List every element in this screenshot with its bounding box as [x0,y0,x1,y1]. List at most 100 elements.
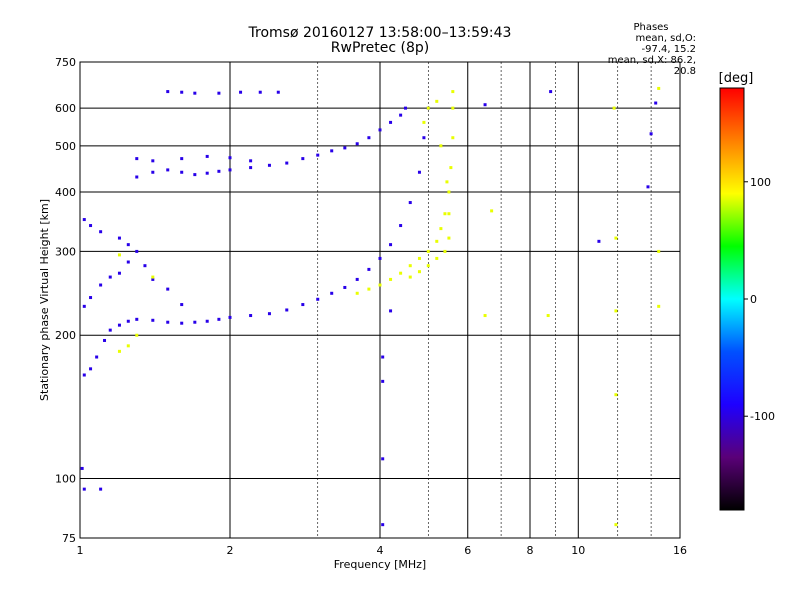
x-mode-point [426,264,430,268]
x-mode-point [367,287,371,291]
o-mode-point [355,277,359,281]
o-mode-point [267,312,271,316]
o-mode-point [180,303,184,307]
o-mode-point [82,487,86,491]
o-mode-point [82,304,86,308]
o-mode-point [549,90,553,94]
x-mode-point [408,264,412,268]
o-mode-point [95,355,99,359]
phases-x-mode: mean, sd,X: 86.2, 20.8 [607,55,696,77]
x-axis-ticks: 1 2 4 6 8 10 16 [77,544,688,557]
o-mode-point [381,457,385,461]
x-mode-point [117,253,121,257]
x-mode-point [657,86,661,90]
o-mode-point [249,314,253,318]
colorbar-label: [deg] [719,71,754,86]
o-mode-point [422,136,426,140]
o-mode-point [108,275,112,279]
o-mode-point [166,320,170,324]
x-mode-point [399,271,403,275]
x-mode-point [657,304,661,308]
x-tick-label: 10 [571,544,585,557]
o-mode-point [205,154,209,158]
x-mode-point [451,90,455,94]
x-mode-point [445,180,449,184]
o-mode-point [367,136,371,140]
phases-o-mode: mean, sd,O: -97.4, 15.2 [635,33,696,55]
o-mode-point [143,264,147,268]
x-mode-point [447,190,451,194]
o-mode-point [399,113,403,117]
o-mode-point [99,230,103,234]
x-mode-point [426,106,430,110]
o-mode-point [381,379,385,383]
o-mode-point [180,170,184,174]
o-mode-point [151,170,155,174]
o-mode-point [117,323,121,327]
o-mode-point [239,90,243,94]
o-mode-point [597,239,601,243]
x-mode-point [443,212,447,216]
x-mode-point [447,212,451,216]
o-mode-point [343,285,347,289]
o-mode-point [82,218,86,222]
o-mode-point [249,166,253,170]
x-mode-point [614,523,618,527]
o-mode-point [403,106,407,110]
o-mode-point [249,159,253,163]
title-line-2: RwPretec (8p) [330,40,430,56]
o-mode-point [228,315,232,319]
plot-frame [79,61,681,539]
o-mode-point [276,90,280,94]
o-mode-point [285,161,289,165]
o-mode-point [330,291,334,295]
o-mode-point [389,120,393,124]
x-mode-point [435,99,439,103]
x-mode-point [378,283,382,287]
o-mode-point [649,132,653,136]
x-mode-point [443,249,447,253]
x-mode-point [483,314,487,318]
o-mode-point [117,236,121,240]
x-mode-point [439,144,443,148]
x-mode-point [422,120,426,124]
y-axis-ticks: 75 100 200 300 400 500 600 750 [55,56,76,545]
o-mode-point [389,243,393,247]
phases-heading: Phases [633,22,669,33]
o-mode-point [378,256,382,260]
x-mode-point [151,275,155,279]
title-line-1: Tromsø 20160127 13:58:00–13:59:43 [248,25,512,41]
y-tick-label: 500 [55,140,76,153]
x-mode-point [614,236,618,240]
x-axis-label: Frequency [MHz] [334,558,426,571]
x-mode-point [426,249,430,253]
o-mode-point [166,168,170,172]
o-mode-point [654,101,658,105]
o-mode-point [99,283,103,287]
o-mode-point [228,156,232,160]
o-mode-point [316,297,320,301]
x-tick-label: 6 [464,544,471,557]
x-mode-point [355,291,359,295]
o-mode-point [166,90,170,94]
y-tick-label: 300 [55,245,76,258]
o-mode-point [180,157,184,161]
o-mode-point [381,523,385,527]
o-mode-point [103,338,107,342]
x-tick-label: 2 [227,544,234,557]
o-mode-point [82,373,86,377]
o-mode-point [126,260,130,264]
colorbar-tick-label: 100 [750,176,771,189]
phases-summary: Phases mean, sd,O: -97.4, 15.2 mean, sd,… [606,22,696,77]
o-mode-point [301,303,305,307]
colorbar-ticks: -100 0 100 [744,176,775,423]
o-mode-point [193,91,197,95]
x-tick-label: 16 [673,544,687,557]
colorbar: [deg] -100 0 100 [719,71,775,511]
o-mode-point [301,157,305,161]
scatter-points [80,86,661,527]
x-mode-point [614,393,618,397]
o-mode-point [285,308,289,312]
colorbar-gradient [719,87,745,511]
chart-title: Tromsø 20160127 13:58:00–13:59:43 RwPret… [220,26,540,56]
